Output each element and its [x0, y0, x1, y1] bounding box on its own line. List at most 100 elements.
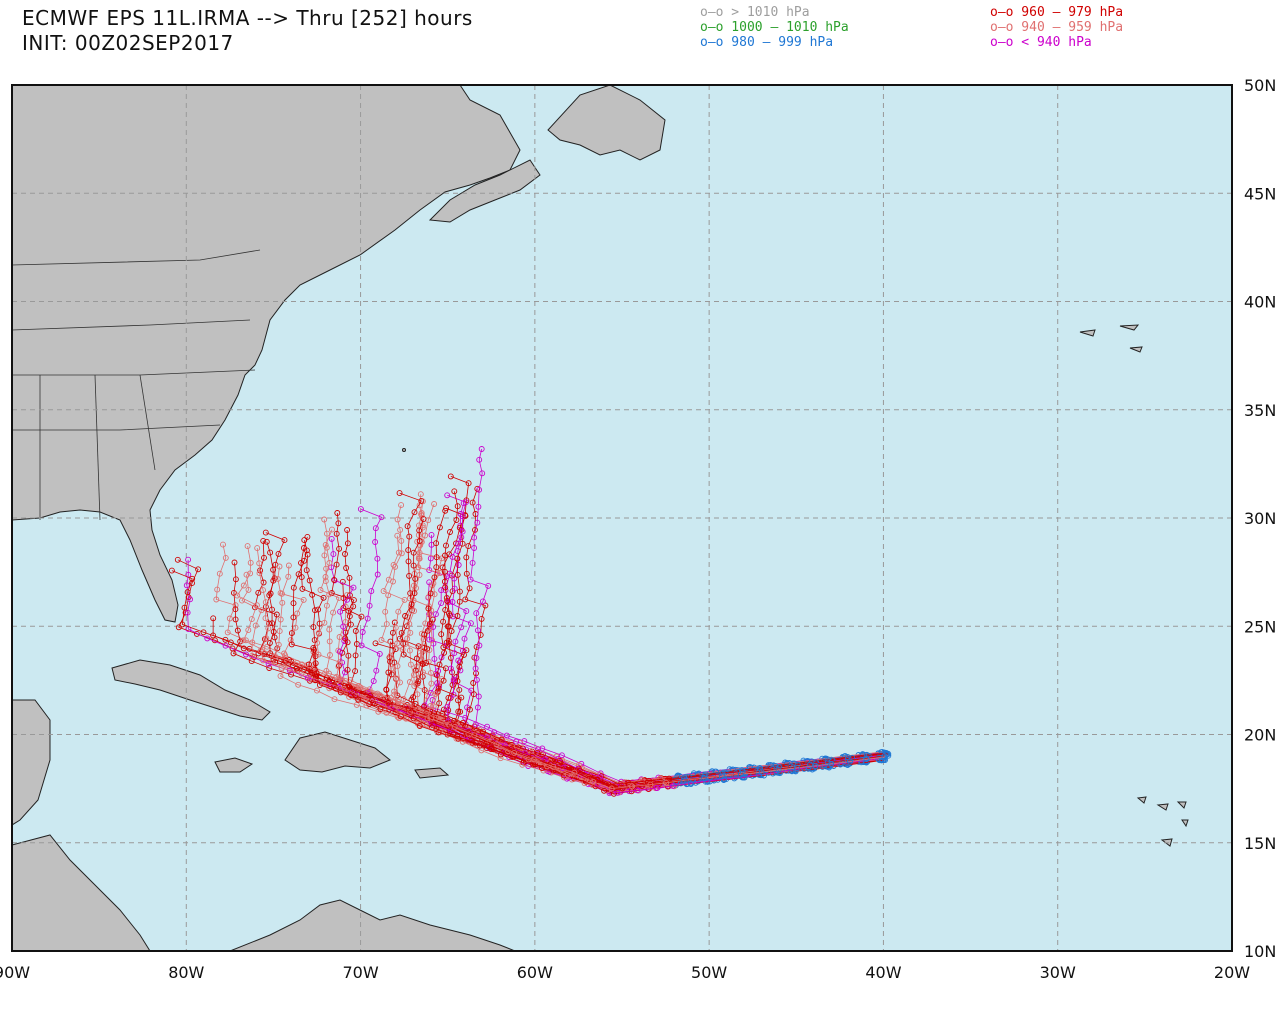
track-point [288, 630, 295, 637]
track-point [462, 596, 469, 603]
track-point [214, 586, 221, 593]
track-point [408, 601, 415, 608]
track-point [455, 540, 461, 547]
track-point [331, 576, 338, 583]
track-point [416, 527, 423, 534]
track-point [313, 670, 320, 677]
track-point [270, 628, 277, 635]
track-point [330, 551, 337, 558]
track-point [398, 537, 405, 544]
track-point [442, 584, 449, 591]
track-point [417, 652, 424, 659]
legend-right: o—o 960 — 979 hPa o—o 940 — 959 hPa o—o … [990, 5, 1123, 50]
track-point [444, 597, 451, 604]
track-point [346, 592, 353, 599]
track-point [397, 526, 404, 533]
track-point [243, 571, 250, 578]
track-point [415, 706, 422, 713]
track-point [390, 665, 397, 672]
track-point [445, 623, 452, 630]
track-point [442, 552, 448, 559]
track-point [473, 676, 480, 683]
track-point [315, 629, 322, 636]
track-point [441, 568, 448, 575]
track-point [323, 544, 330, 551]
track-point [634, 787, 641, 794]
track-point [279, 599, 286, 606]
track-point [426, 621, 433, 628]
track-point [449, 599, 456, 605]
track-point [428, 531, 435, 538]
track-point [474, 704, 481, 711]
track-point [508, 743, 515, 750]
track-point [292, 624, 299, 631]
track-point [385, 699, 392, 706]
track-point [395, 698, 402, 705]
lon-tick-label: 20W [1214, 963, 1250, 982]
legend-item-960-979: o—o 960 — 979 hPa [990, 5, 1124, 20]
track-point [416, 723, 423, 729]
track-point [436, 524, 443, 531]
track-point [277, 673, 284, 679]
track-point [320, 678, 327, 685]
track-point [275, 550, 282, 557]
track-point [326, 591, 333, 598]
track-point [539, 765, 545, 772]
track-point [407, 661, 414, 668]
track-point [366, 602, 373, 609]
track-point [461, 651, 467, 658]
track-point [410, 562, 417, 569]
track-point [463, 608, 470, 615]
lon-tick-label: 60W [517, 963, 553, 982]
track-point [433, 554, 440, 561]
track-point [824, 759, 831, 766]
track-point [315, 651, 322, 658]
track-point [520, 759, 527, 766]
track-point [446, 570, 453, 577]
track-point [455, 657, 462, 664]
track-point [700, 775, 707, 782]
legend-item-lt940: o—o < 940 hPa [990, 35, 1092, 50]
track-point [790, 764, 797, 771]
track-point [245, 586, 252, 593]
track-point [410, 694, 417, 701]
track-point [470, 680, 477, 686]
track-point [425, 605, 432, 612]
track-point [451, 650, 458, 657]
track-point [431, 655, 438, 662]
track-point [794, 761, 801, 768]
track-point [320, 594, 327, 601]
track-point [534, 749, 541, 756]
track-point [389, 629, 396, 636]
track-point [808, 758, 815, 765]
track-point [470, 691, 477, 698]
track-point [276, 628, 283, 635]
track-point [345, 607, 352, 614]
track-point [647, 781, 654, 788]
track-point [511, 749, 518, 756]
track-point [459, 528, 466, 535]
hispaniola [284, 731, 391, 773]
track-point [416, 572, 423, 578]
track-point [294, 610, 301, 617]
track-point [357, 506, 364, 513]
track-point [240, 645, 247, 652]
track-point [256, 560, 263, 567]
track-point [383, 621, 390, 628]
track-point [471, 732, 478, 739]
track-point [262, 529, 269, 536]
track-point [419, 673, 426, 680]
track-point [523, 746, 529, 753]
track-point [454, 678, 461, 685]
track-line [401, 518, 888, 788]
track-point [435, 685, 442, 692]
track-point [394, 640, 401, 647]
track-point [813, 759, 820, 766]
track-point [440, 618, 447, 625]
track-point [629, 783, 636, 790]
track-point [314, 639, 321, 646]
track-point [458, 694, 465, 701]
track-point [387, 652, 394, 659]
track-point [287, 637, 294, 644]
track-point [581, 780, 588, 787]
